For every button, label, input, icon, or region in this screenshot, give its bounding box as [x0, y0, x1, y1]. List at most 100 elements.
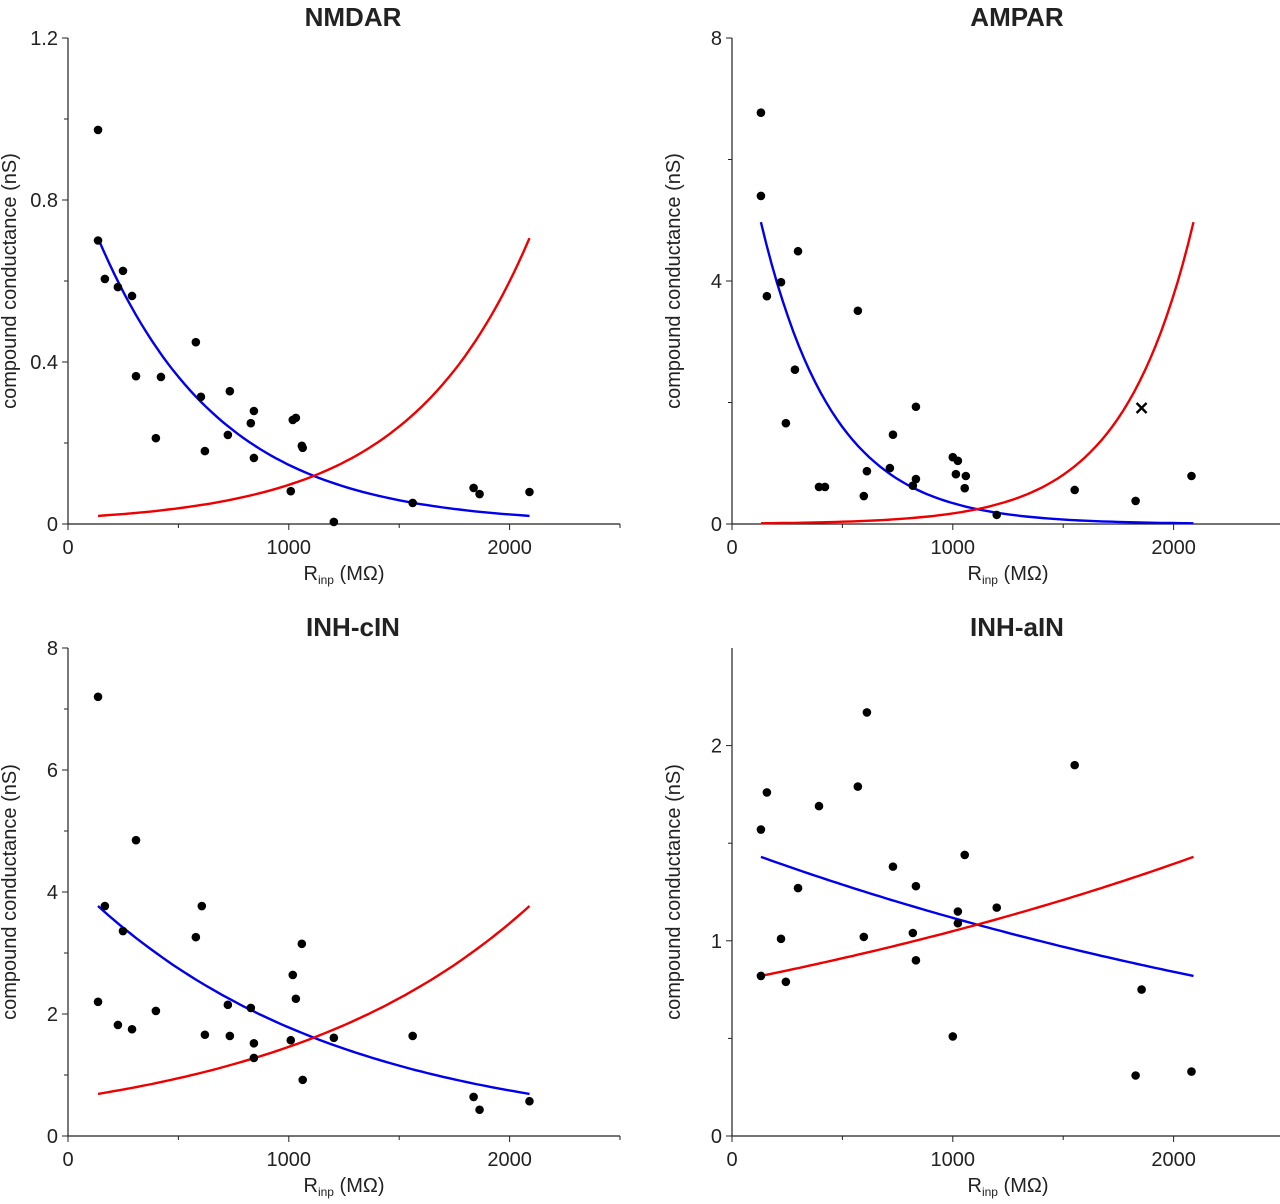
data-point — [814, 801, 824, 811]
data-point — [814, 482, 824, 492]
data-point — [862, 466, 872, 476]
data-point — [286, 1035, 296, 1045]
x-tick-label: 0 — [726, 1149, 737, 1171]
data-point — [1187, 1067, 1196, 1076]
fit-curve-red — [97, 905, 531, 1096]
data-point — [297, 939, 307, 949]
data-point — [196, 392, 206, 402]
data-point — [862, 708, 872, 717]
x-tick-label: 0 — [726, 537, 737, 559]
data-point — [223, 430, 233, 440]
fit-curve-blue — [760, 855, 1194, 978]
data-point — [888, 862, 898, 871]
data-point — [127, 1024, 137, 1034]
data-point — [853, 782, 863, 791]
data-point — [525, 487, 534, 497]
chart-title: INH-cIN — [306, 612, 400, 642]
fit-curve-blue — [759, 221, 1194, 525]
data-point — [118, 926, 128, 936]
data-point — [286, 486, 296, 496]
data-point — [1131, 496, 1140, 506]
data-point — [953, 907, 963, 916]
data-point — [93, 997, 103, 1007]
fit-curve-red — [97, 237, 531, 518]
fit-curve-red — [760, 221, 1195, 525]
data-point — [1187, 471, 1196, 481]
data-point — [756, 108, 766, 118]
data-point — [131, 371, 141, 381]
x-tick-label: 0 — [62, 1149, 73, 1171]
y-tick-label: 1.2 — [30, 28, 58, 50]
data-point — [246, 418, 256, 428]
y-tick-label: 0.4 — [30, 352, 58, 374]
data-point — [113, 1020, 123, 1030]
data-point — [200, 446, 210, 456]
x-axis-label: Rinp (MΩ) — [304, 563, 385, 587]
y-axis-label: compound conductance (nS) — [663, 764, 685, 1020]
data-point — [131, 835, 141, 845]
data-point — [911, 402, 921, 412]
data-point — [1137, 985, 1146, 994]
data-point — [885, 463, 895, 473]
y-tick-label: 0 — [711, 1126, 722, 1148]
cross-marker — [1135, 402, 1148, 414]
data-point — [249, 1038, 259, 1048]
x-tick-label: 1000 — [267, 1149, 312, 1171]
data-point — [249, 453, 259, 463]
data-point — [291, 413, 301, 423]
data-point — [992, 903, 1002, 912]
y-axis-label: compound conductance (nS) — [0, 764, 21, 1020]
y-axis-label: compound conductance (nS) — [0, 153, 21, 409]
panel-nmdar: NMDAR 0 1000 2000 0 0.4 0.8 1.2 Rinp (MΩ) compoun… — [0, 2, 621, 587]
data-point — [127, 291, 137, 301]
data-point — [859, 491, 869, 501]
data-point — [191, 337, 201, 347]
x-tick-label: 2000 — [487, 1149, 532, 1171]
y-tick-label: 0 — [711, 514, 722, 536]
data-point — [762, 291, 772, 301]
y-tick-label: 1 — [711, 931, 722, 953]
x-tick-label: 1000 — [931, 537, 976, 559]
data-point — [781, 977, 791, 987]
data-point — [911, 881, 921, 891]
data-point — [298, 443, 308, 453]
chart-title: AMPAR — [970, 2, 1064, 32]
data-point — [469, 483, 478, 493]
data-point — [151, 433, 161, 443]
panel-inh-ain: INH-aIN 0 1000 2000 0 1 2 Rinp (MΩ) compound con… — [663, 612, 1280, 1199]
x-tick-label: 0 — [62, 537, 73, 559]
data-point — [156, 372, 166, 382]
y-axis-label: compound conductance (nS) — [663, 153, 685, 409]
data-point — [151, 1006, 161, 1016]
data-point — [469, 1092, 478, 1102]
data-point — [948, 1032, 958, 1041]
data-point — [225, 386, 235, 396]
x-tick-label: 2000 — [1151, 1149, 1196, 1171]
y-tick-label: 6 — [47, 760, 58, 782]
x-tick-label: 1000 — [267, 537, 312, 559]
panel-inh-cin: INH-cIN 0 1000 2000 0 2 4 6 8 Rinp (MΩ) compound c… — [0, 612, 621, 1199]
y-tick-label: 0.8 — [30, 190, 58, 212]
y-tick-label: 2 — [47, 1004, 58, 1026]
data-point — [225, 1031, 235, 1041]
data-point — [911, 956, 921, 965]
data-point — [93, 236, 103, 245]
panel-ampar: AMPAR 0 1000 2000 0 4 8 Rinp (MΩ) compound condu… — [663, 2, 1280, 587]
data-point — [762, 788, 772, 797]
data-point — [118, 266, 128, 276]
data-point — [223, 1000, 233, 1010]
data-point — [246, 1003, 256, 1013]
data-point — [288, 970, 298, 980]
data-point — [756, 825, 766, 834]
y-tick-label: 0 — [47, 514, 58, 536]
data-point — [960, 850, 970, 860]
data-point — [888, 430, 898, 439]
data-point — [781, 418, 791, 428]
data-point — [820, 482, 830, 492]
data-point — [1131, 1071, 1140, 1080]
data-point — [859, 932, 869, 942]
data-point — [756, 971, 766, 981]
data-point — [960, 483, 970, 493]
data-point — [911, 474, 921, 484]
